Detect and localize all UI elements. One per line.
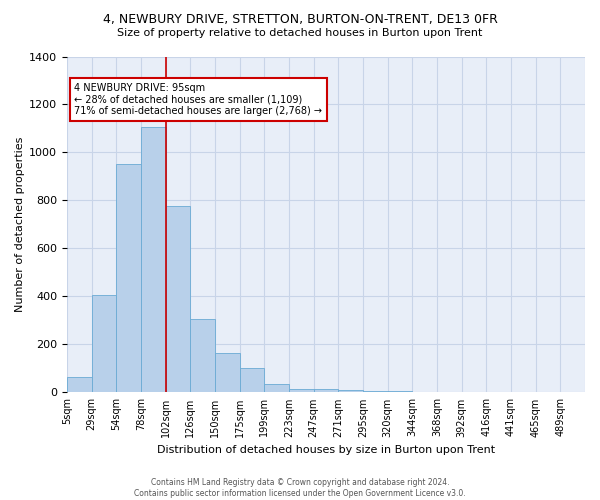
Bar xyxy=(363,391,388,392)
Bar xyxy=(215,353,239,393)
Text: Contains HM Land Registry data © Crown copyright and database right 2024.
Contai: Contains HM Land Registry data © Crown c… xyxy=(134,478,466,498)
Y-axis label: Number of detached properties: Number of detached properties xyxy=(15,137,25,312)
Text: 4 NEWBURY DRIVE: 95sqm
← 28% of detached houses are smaller (1,109)
71% of semi-: 4 NEWBURY DRIVE: 95sqm ← 28% of detached… xyxy=(74,83,322,116)
Bar xyxy=(239,368,265,392)
Bar xyxy=(92,296,116,392)
Bar xyxy=(141,128,166,392)
Bar xyxy=(190,319,215,392)
Bar xyxy=(314,389,338,392)
Bar xyxy=(67,377,92,392)
Bar xyxy=(116,164,141,392)
Bar xyxy=(388,391,412,392)
Bar xyxy=(289,389,314,392)
Text: Size of property relative to detached houses in Burton upon Trent: Size of property relative to detached ho… xyxy=(118,28,482,38)
Bar xyxy=(338,390,363,392)
Bar xyxy=(265,384,289,392)
Text: 4, NEWBURY DRIVE, STRETTON, BURTON-ON-TRENT, DE13 0FR: 4, NEWBURY DRIVE, STRETTON, BURTON-ON-TR… xyxy=(103,12,497,26)
Bar xyxy=(166,206,190,392)
X-axis label: Distribution of detached houses by size in Burton upon Trent: Distribution of detached houses by size … xyxy=(157,445,495,455)
